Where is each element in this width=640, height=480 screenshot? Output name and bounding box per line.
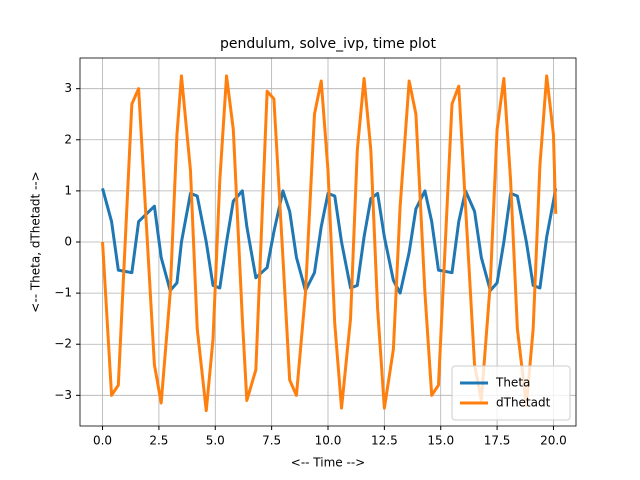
y-tick-label: −2 — [54, 337, 72, 351]
y-tick-label: 1 — [64, 183, 72, 197]
x-tick-label: 17.5 — [484, 434, 511, 448]
x-tick-label: 2.5 — [149, 434, 168, 448]
legend-label: dThetadt — [496, 396, 551, 410]
y-tick-label: −3 — [54, 388, 72, 402]
line-series — [101, 187, 558, 295]
y-tick-label: 2 — [64, 132, 72, 146]
chart-title: pendulum, solve_ivp, time plot — [220, 36, 436, 52]
x-tick-label: 15.0 — [427, 434, 454, 448]
legend-box — [451, 365, 571, 421]
y-tick-label: 0 — [64, 235, 72, 249]
line-series — [101, 74, 558, 413]
x-tick-label: 5.0 — [206, 434, 225, 448]
y-tick-label: −1 — [54, 286, 72, 300]
x-tick-label: 7.5 — [262, 434, 281, 448]
x-tick-label: 10.0 — [315, 434, 342, 448]
x-axis-label: <-- Time --> — [291, 456, 365, 470]
x-tick-label: 12.5 — [371, 434, 398, 448]
x-tick-label: 0.0 — [93, 434, 112, 448]
x-tick-label: 20.0 — [540, 434, 567, 448]
legend-label: Theta — [495, 376, 530, 390]
y-tick-label: 3 — [64, 81, 72, 95]
legend: Theta dThetadt — [451, 365, 571, 421]
plot-frame — [79, 57, 577, 427]
y-axis-label: <-- Theta, dThetadt --> — [29, 171, 43, 312]
